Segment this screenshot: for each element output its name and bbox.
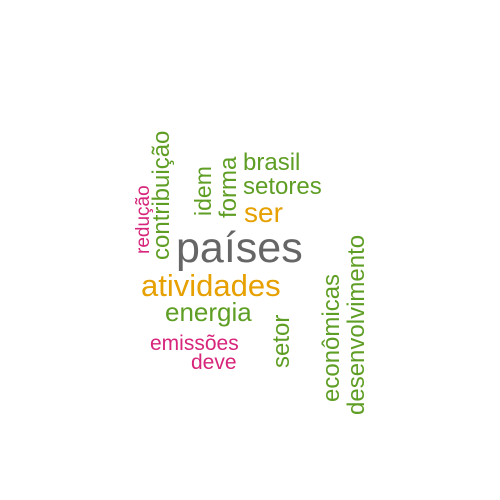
word-desenvolvimento: desenvolvimento [343,234,370,415]
word-atividades: atividades [141,268,281,303]
word-setores: setores [243,173,322,200]
word-deve: deve [191,351,237,374]
word-forma: forma [215,156,242,218]
word-ser: ser [244,197,283,228]
word-reducao: redução [133,185,154,254]
word-energia: energia [165,297,252,327]
word-setor: setor [268,314,295,368]
word-economicas: econômicas [318,273,345,402]
word-paises: países [176,224,303,272]
word-emissoes: emissões [150,332,239,355]
word-idem: idem [190,166,216,216]
word-brasil: brasil [243,149,301,176]
